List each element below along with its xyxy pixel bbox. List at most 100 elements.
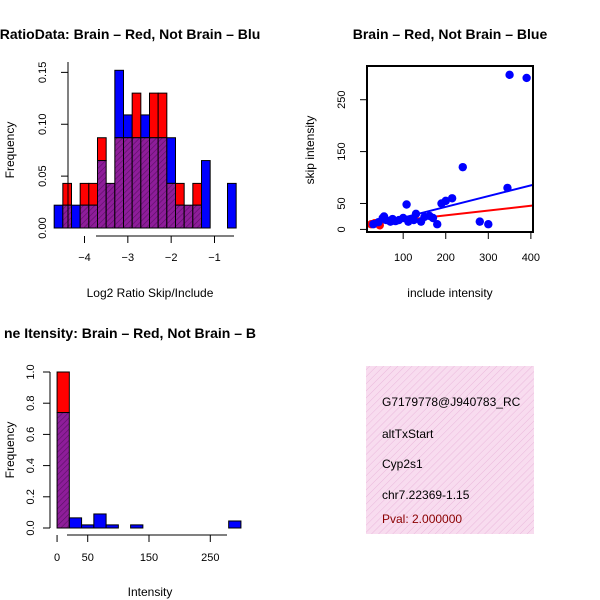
intensity-y-tick-label-1: 0.2 [25, 489, 37, 504]
scatter-x-tick-label-0: 100 [394, 252, 412, 264]
overlap-bar-0 [56, 412, 70, 529]
ratio-x-ticks: −4 −3 −2 −1 [78, 236, 221, 264]
not-brain-point-22 [447, 194, 457, 203]
overlap-bar-5 [97, 160, 107, 229]
overlap-bar-4 [88, 204, 99, 229]
brain-bar-excess-14 [175, 182, 185, 206]
ratio-y-tick-label-2: 0.10 [37, 114, 49, 135]
intensity-x-label: Intensity [128, 585, 173, 599]
scatter-y-tick-label-2: 150 [336, 142, 348, 160]
overlap-bar-12 [157, 137, 168, 229]
overlap-bar-3 [79, 204, 90, 229]
ratio-y-tick-label-3: 0.15 [37, 62, 49, 83]
overlap-bar-6 [105, 182, 116, 229]
intensity-x-tick-label-1: 50 [82, 552, 94, 564]
ratio-x-tick-label-3: −1 [208, 252, 221, 264]
not-brain-point-14 [411, 209, 421, 219]
not-brain-bar-excess-14 [228, 520, 242, 529]
intensity-y-ticks: 0.0 0.2 0.4 0.6 0.8 1.0 [25, 364, 50, 536]
not-brain-bar-excess-17 [201, 160, 211, 229]
scatter-y-label: skip intensity [303, 116, 317, 185]
intensity-x-tick-label-0: 0 [54, 552, 60, 564]
not-brain-bar-excess-7 [114, 69, 125, 139]
overlap-bar-14 [175, 204, 185, 229]
scatter-x-label: include intensity [407, 286, 492, 300]
ratio-y-tick-label-0: 0.00 [37, 217, 49, 238]
not-brain-point-19 [433, 220, 442, 229]
intensity-x-tick-label-2: 150 [140, 552, 158, 564]
event-info-panel: G7179778@J940783_RC altTxStart Cyp2s1 ch… [366, 366, 534, 534]
not-brain-point-28 [522, 73, 531, 83]
ratio-y-tick-label-1: 0.05 [37, 165, 49, 186]
event-id: G7179778@J940783_RC [382, 395, 521, 409]
scatter-x-ticks: 100 200 300 400 [394, 232, 540, 264]
not-brain-bar-excess-0 [53, 204, 64, 229]
intensity-y-tick-label-2: 0.4 [25, 458, 37, 473]
intensity-histogram-title: ne Itensity: Brain – Red, Not Brain – B [4, 325, 256, 341]
gene-name: Cyp2s1 [382, 457, 423, 471]
ratio-x-tick-label-1: −3 [122, 252, 135, 264]
scatter-plot-box [366, 65, 534, 233]
ratio-y-label: Frequency [3, 122, 17, 179]
not-brain-point-25 [484, 220, 493, 229]
intensity-scatter-panel: Brain – Red, Not Brain – Blue 100 200 300 4… [303, 26, 547, 300]
overlap-bar-1 [62, 204, 72, 229]
overlap-bar-16 [192, 204, 202, 229]
brain-bar-excess-5 [97, 137, 107, 162]
not-brain-bar-excess-13 [166, 137, 176, 184]
intensity-y-tick-label-4: 0.8 [25, 396, 37, 411]
overlap-bar-7 [114, 137, 125, 229]
scatter-points [367, 70, 531, 230]
overlap-bar-9 [131, 137, 142, 229]
intensity-y-label: Frequency [3, 422, 17, 479]
brain-bar-excess-9 [131, 92, 142, 139]
intensity-y-tick-label-5: 1.0 [25, 364, 37, 379]
info-panel-background [366, 366, 534, 534]
brain-bar-excess-12 [157, 92, 168, 139]
ratio-histogram-bars [53, 69, 237, 229]
not-brain-point-21 [441, 196, 450, 206]
event-type: altTxStart [382, 427, 434, 441]
not-brain-bar-excess-3 [93, 513, 107, 529]
genomic-location: chr7.22369-1.15 [382, 488, 470, 502]
ratio-x-tick-label-2: −2 [165, 252, 178, 264]
scatter-y-tick-label-0: 0 [336, 226, 348, 232]
not-brain-point-26 [503, 183, 512, 193]
scatter-x-tick-label-3: 400 [522, 252, 540, 264]
scatter-x-tick-label-1: 200 [437, 252, 455, 264]
overlap-bar-11 [149, 137, 159, 229]
ratio-histogram-title: RatioData: Brain – Red, Not Brain – Blu [0, 26, 260, 42]
overlap-bar-13 [166, 182, 176, 229]
not-brain-bar-excess-10 [140, 114, 150, 139]
intensity-x-ticks: 0 50 150 250 [54, 535, 219, 564]
brain-bar-excess-1 [62, 182, 72, 206]
not-brain-point-27 [505, 70, 514, 80]
overlap-bar-8 [123, 137, 133, 229]
ratio-y-ticks: 0.00 0.05 0.10 0.15 [37, 62, 68, 239]
not-brain-bar-excess-4 [105, 524, 119, 529]
intensity-y-tick-label-3: 0.6 [25, 427, 37, 442]
intensity-y-tick-label-0: 0.0 [25, 520, 37, 535]
not-brain-point-24 [475, 217, 484, 226]
not-brain-point-10 [402, 200, 411, 209]
intensity-histogram-panel: ne Itensity: Brain – Red, Not Brain – B … [3, 325, 256, 599]
not-brain-bar-excess-2 [81, 524, 95, 529]
scatter-x-tick-label-2: 300 [479, 252, 497, 264]
brain-bar-excess-11 [149, 92, 159, 139]
ratio-x-tick-label-0: −4 [78, 252, 91, 264]
overlap-bar-15 [183, 204, 194, 229]
not-brain-bar-excess-20 [227, 182, 237, 229]
scatter-title: Brain – Red, Not Brain – Blue [353, 26, 548, 42]
ratio-x-label: Log2 Ratio Skip/Include [87, 286, 214, 300]
not-brain-bar-excess-2 [71, 204, 81, 229]
scatter-y-tick-label-1: 50 [336, 197, 348, 209]
brain-bar-excess-4 [88, 182, 99, 206]
not-brain-point-23 [458, 162, 467, 172]
intensity-histogram-bars [56, 371, 242, 529]
scatter-y-ticks: 0 50 150 250 [336, 91, 367, 232]
overlap-bar-10 [140, 137, 150, 229]
not-brain-bar-excess-6 [130, 524, 144, 529]
not-brain-bar-excess-1 [68, 517, 83, 529]
brain-bar-excess-3 [79, 182, 90, 206]
